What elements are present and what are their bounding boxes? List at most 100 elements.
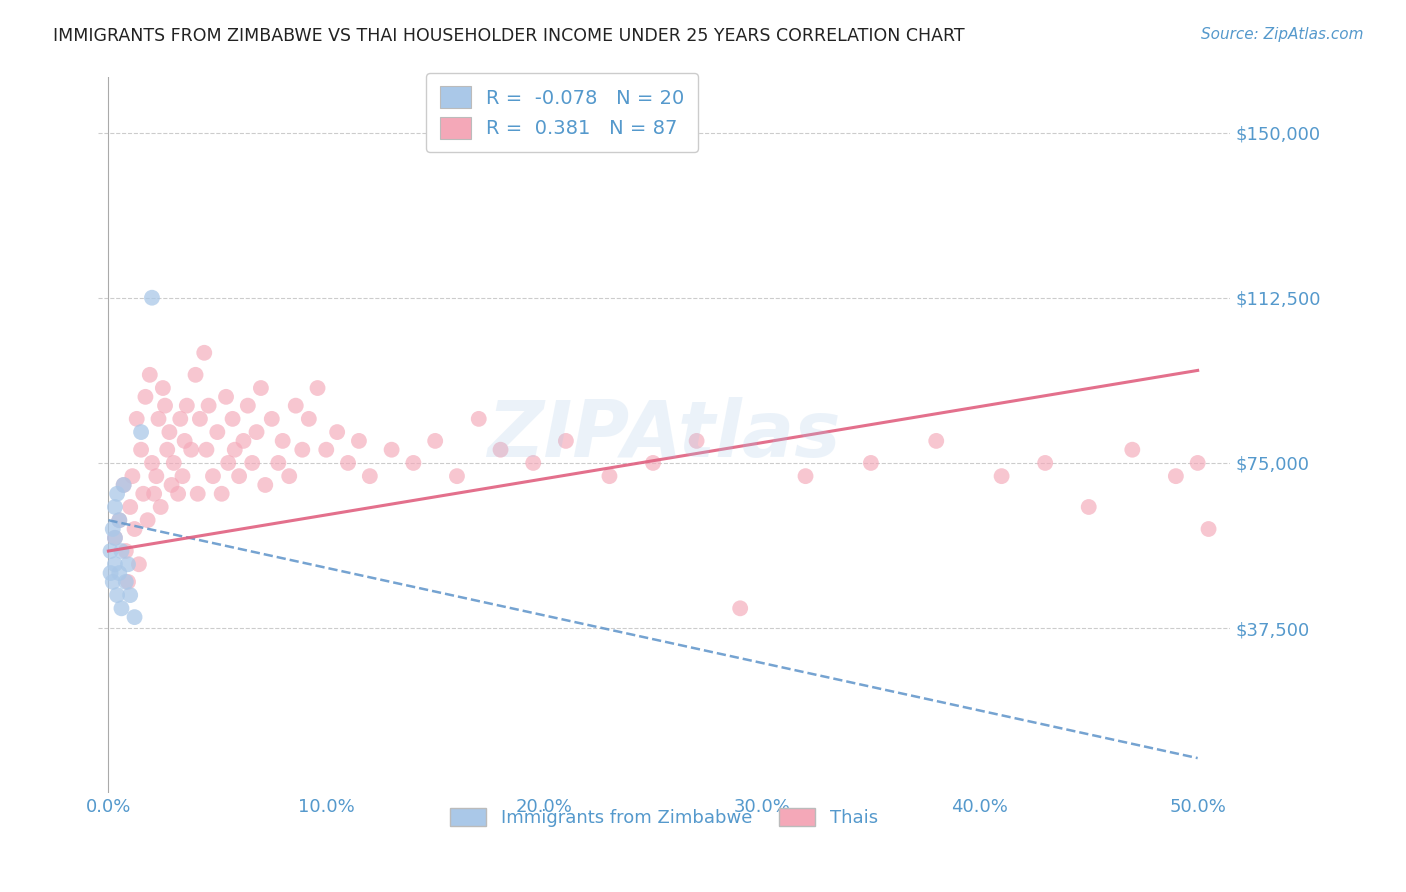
Point xyxy=(112,478,135,492)
Point xyxy=(100,544,122,558)
Point xyxy=(1077,500,1099,514)
Point xyxy=(211,487,233,501)
Point xyxy=(141,291,163,305)
Point xyxy=(245,425,267,439)
Point xyxy=(859,456,882,470)
Point xyxy=(298,412,321,426)
Point xyxy=(160,478,183,492)
Point xyxy=(1121,442,1143,457)
Point xyxy=(1198,522,1220,536)
Text: IMMIGRANTS FROM ZIMBABWE VS THAI HOUSEHOLDER INCOME UNDER 25 YEARS CORRELATION C: IMMIGRANTS FROM ZIMBABWE VS THAI HOUSEHO… xyxy=(53,27,965,45)
Point xyxy=(554,434,576,448)
Point xyxy=(132,487,155,501)
Point xyxy=(184,368,207,382)
Point xyxy=(207,425,229,439)
Point xyxy=(193,346,215,360)
Point xyxy=(326,425,349,439)
Point xyxy=(221,412,243,426)
Point xyxy=(117,558,139,572)
Point xyxy=(148,412,170,426)
Point xyxy=(104,500,127,514)
Point xyxy=(167,487,190,501)
Point xyxy=(121,469,143,483)
Point xyxy=(180,442,202,457)
Point xyxy=(176,399,198,413)
Point xyxy=(641,456,664,470)
Point xyxy=(359,469,381,483)
Point xyxy=(101,522,124,536)
Point xyxy=(188,412,211,426)
Point xyxy=(139,368,162,382)
Point xyxy=(1187,456,1209,470)
Point xyxy=(228,469,250,483)
Point xyxy=(117,574,139,589)
Point xyxy=(104,531,127,545)
Point xyxy=(195,442,218,457)
Point xyxy=(100,566,122,580)
Point xyxy=(685,434,707,448)
Point xyxy=(215,390,238,404)
Point xyxy=(125,412,148,426)
Point xyxy=(141,456,163,470)
Point xyxy=(124,610,146,624)
Point xyxy=(105,588,128,602)
Text: ZIPAtlas: ZIPAtlas xyxy=(486,398,841,474)
Point xyxy=(108,513,131,527)
Point xyxy=(278,469,301,483)
Point xyxy=(157,425,180,439)
Point xyxy=(114,544,136,558)
Point xyxy=(240,456,263,470)
Point xyxy=(201,469,224,483)
Point xyxy=(236,399,259,413)
Point xyxy=(143,487,166,501)
Point xyxy=(108,566,131,580)
Point xyxy=(187,487,209,501)
Point xyxy=(105,487,128,501)
Point xyxy=(152,381,174,395)
Point xyxy=(794,469,817,483)
Point xyxy=(124,522,146,536)
Point xyxy=(1164,469,1187,483)
Text: Source: ZipAtlas.com: Source: ZipAtlas.com xyxy=(1201,27,1364,42)
Point xyxy=(120,588,142,602)
Point xyxy=(728,601,751,615)
Point xyxy=(446,469,468,483)
Point xyxy=(267,456,290,470)
Point xyxy=(156,442,179,457)
Point xyxy=(112,478,135,492)
Point xyxy=(284,399,307,413)
Point xyxy=(149,500,172,514)
Point xyxy=(271,434,294,448)
Point xyxy=(425,434,447,448)
Point xyxy=(254,478,277,492)
Point xyxy=(110,601,132,615)
Point xyxy=(598,469,620,483)
Point xyxy=(104,558,127,572)
Point xyxy=(169,412,191,426)
Point xyxy=(163,456,186,470)
Point xyxy=(136,513,159,527)
Point xyxy=(172,469,194,483)
Point xyxy=(145,469,167,483)
Point xyxy=(110,544,132,558)
Point xyxy=(291,442,314,457)
Point xyxy=(120,500,142,514)
Point xyxy=(347,434,370,448)
Point xyxy=(260,412,283,426)
Point xyxy=(250,381,273,395)
Point xyxy=(337,456,360,470)
Point xyxy=(153,399,176,413)
Point xyxy=(307,381,329,395)
Point xyxy=(224,442,246,457)
Point xyxy=(381,442,404,457)
Point xyxy=(114,574,136,589)
Point xyxy=(315,442,337,457)
Point xyxy=(129,442,152,457)
Point xyxy=(1033,456,1056,470)
Point xyxy=(402,456,425,470)
Point xyxy=(217,456,239,470)
Legend: Immigrants from Zimbabwe, Thais: Immigrants from Zimbabwe, Thais xyxy=(443,801,884,834)
Point xyxy=(232,434,254,448)
Point xyxy=(129,425,152,439)
Point xyxy=(108,513,131,527)
